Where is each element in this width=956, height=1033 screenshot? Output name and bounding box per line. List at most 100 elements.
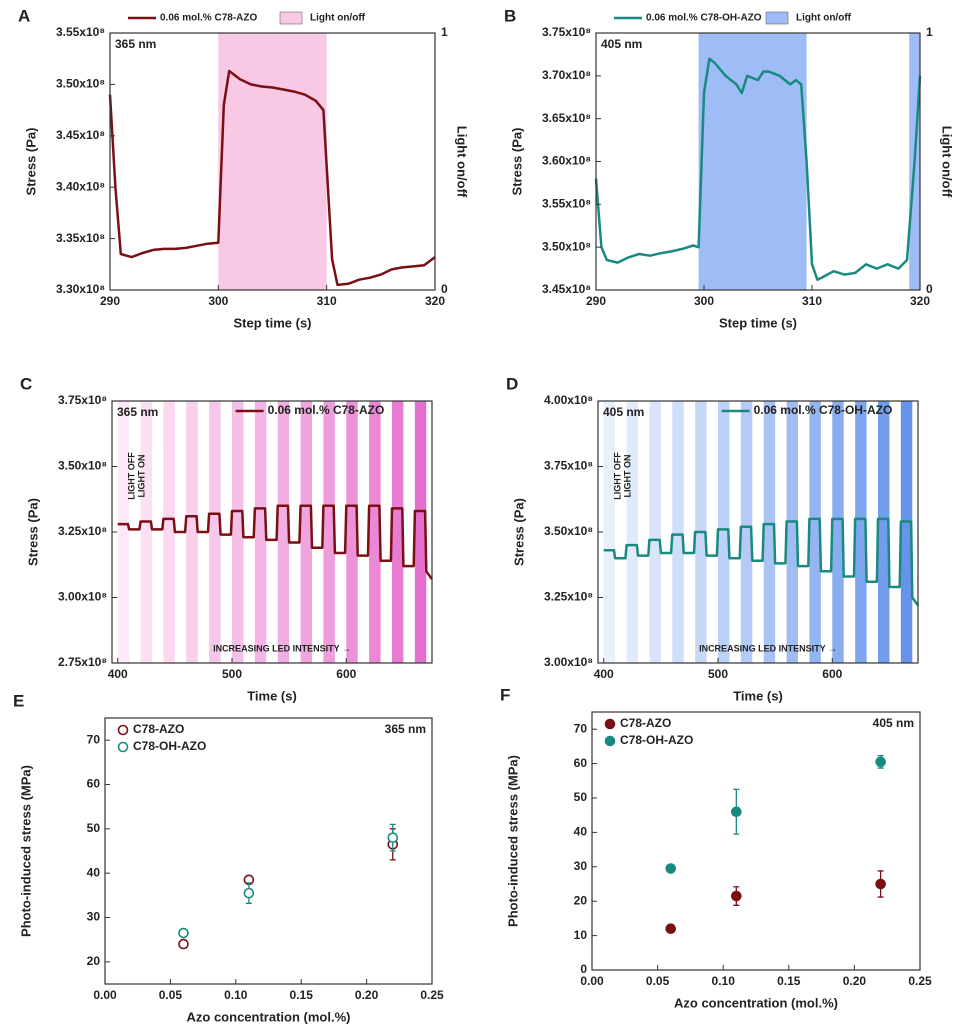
legend-label: Light on/off [310, 13, 366, 24]
y-tick-label: 30 [87, 910, 101, 924]
panel-letter: F [500, 685, 510, 704]
annotation: LIGHT OFF [126, 452, 136, 500]
annotation: INCREASING LED INTENSITY → [699, 643, 837, 653]
plot-frame [109, 32, 436, 291]
y-tick-label: 3.25x10⁸ [544, 590, 593, 604]
legend-label: C78-AZO [133, 722, 184, 736]
y-tick-label: 50 [574, 790, 588, 804]
light-band [649, 401, 661, 663]
light-band [809, 401, 821, 663]
x-tick-label: 0.00 [93, 988, 117, 1002]
x-tick-label: 0.20 [355, 988, 379, 1002]
x-axis-label: Azo concentration (mol.%) [187, 1009, 351, 1024]
x-tick-label: 300 [694, 294, 714, 308]
data-point [243, 887, 255, 899]
panel-letter: C [20, 374, 32, 393]
light-area [596, 33, 920, 290]
light-band [900, 401, 913, 663]
x-axis-label: Time (s) [247, 688, 297, 703]
y-tick-label: 3.60x10⁸ [542, 154, 591, 168]
x-tick-label: 0.10 [224, 988, 248, 1002]
x-tick-label: 0.20 [843, 974, 867, 988]
x-tick-label: 0.25 [420, 988, 444, 1002]
panel: F 0 10 20 30 40 50 60 70 0.00 0.05 0.10 0.15 0.20 0.25… [500, 685, 932, 1010]
x-tick-label: 300 [208, 294, 228, 308]
x-tick-label: 320 [910, 294, 930, 308]
y-tick-label: 3.50x10⁸ [58, 459, 107, 473]
y-tick-label: 50 [87, 821, 101, 835]
plot-frame [591, 711, 921, 971]
y-tick-label: 3.55x10⁸ [542, 197, 591, 211]
x-axis-label: Step time (s) [719, 315, 797, 330]
panel: A 3.30x10⁸ 3.35x10⁸ 3.40x10⁸ 3.45x10⁸ 3.50x10… [18, 6, 470, 330]
y-tick-label: 3.75x10⁸ [544, 459, 593, 473]
data-point [731, 890, 742, 902]
y2-tick-label: 1 [441, 25, 448, 39]
x-axis-label: Azo concentration (mol.%) [674, 995, 838, 1010]
annotation: LIGHT ON [136, 455, 146, 498]
light-band [786, 401, 798, 663]
legend-marker [117, 741, 129, 753]
data-point [875, 878, 886, 890]
y-tick-label: 3.30x10⁸ [56, 282, 105, 296]
y2-tick-label: 1 [926, 25, 933, 39]
x-axis-label: Step time (s) [233, 315, 311, 330]
light-band [277, 401, 290, 663]
light-band [300, 401, 312, 663]
x-tick-label: 310 [317, 294, 337, 308]
x-tick-label: 0.05 [646, 974, 670, 988]
wavelength-label: 365 nm [115, 37, 156, 51]
x-tick-label: 0.15 [777, 974, 801, 988]
x-tick-label: 310 [802, 294, 822, 308]
y-axis-label: Stress (Pa) [25, 498, 40, 566]
legend-label: 0.06 mol.% C78-OH-AZO [646, 13, 762, 24]
light-band [186, 401, 198, 663]
y-tick-label: 60 [574, 756, 588, 770]
y-tick-label: 3.00x10⁸ [544, 655, 593, 669]
legend-swatch [765, 11, 789, 25]
data-point [387, 832, 399, 844]
wavelength-label: 405 nm [603, 405, 644, 419]
y-tick-label: 3.45x10⁸ [542, 282, 591, 296]
light-band [740, 401, 753, 663]
y-tick-label: 70 [87, 732, 101, 746]
panel: E 20 30 40 50 60 70 0.00 0.05 0.10 0.15 0.20 0.25 Azo… [13, 691, 444, 1024]
y-tick-label: 3.35x10⁸ [56, 231, 105, 245]
data-point [665, 863, 677, 874]
panel: D 3.00x10⁸ 3.25x10⁸ 3.50x10⁸ 3.75x10⁸ 4.00x10… [506, 374, 920, 703]
light-band [414, 401, 427, 663]
stress-line [117, 504, 434, 580]
y2-tick-label: 0 [441, 282, 448, 296]
x-tick-label: 600 [822, 667, 842, 681]
data-point [731, 806, 742, 818]
y-tick-label: 30 [574, 859, 588, 873]
legend-label: 0.06 mol.% C78-OH-AZO [754, 403, 893, 417]
x-tick-label: 0.25 [908, 974, 932, 988]
light-band [369, 401, 381, 663]
light-band [672, 401, 684, 663]
y-tick-label: 40 [87, 865, 101, 879]
y2-axis-label: Light on/off [455, 126, 470, 198]
light-band [163, 401, 175, 663]
light-band [763, 401, 776, 663]
y-axis-label: Photo-induced stress (MPa) [18, 765, 33, 937]
light-band [117, 401, 130, 663]
data-point [875, 756, 886, 768]
legend-marker [604, 718, 616, 730]
y2-tick-label: 0 [926, 282, 933, 296]
annotation: INCREASING LED INTENSITY → [213, 643, 351, 653]
panel-letter: E [13, 691, 24, 710]
y-tick-label: 3.00x10⁸ [58, 590, 107, 604]
panel-letter: D [506, 374, 518, 393]
legend-label: 0.06 mol.% C78-AZO [268, 403, 385, 417]
panel-letter: A [18, 6, 30, 25]
y-tick-label: 60 [87, 777, 101, 791]
x-tick-label: 400 [594, 667, 614, 681]
light-band [323, 401, 335, 663]
light-band [232, 401, 244, 663]
y-tick-label: 20 [87, 954, 101, 968]
y-tick-label: 20 [574, 893, 588, 907]
wavelength-label: 365 nm [385, 722, 426, 736]
x-tick-label: 290 [586, 294, 606, 308]
